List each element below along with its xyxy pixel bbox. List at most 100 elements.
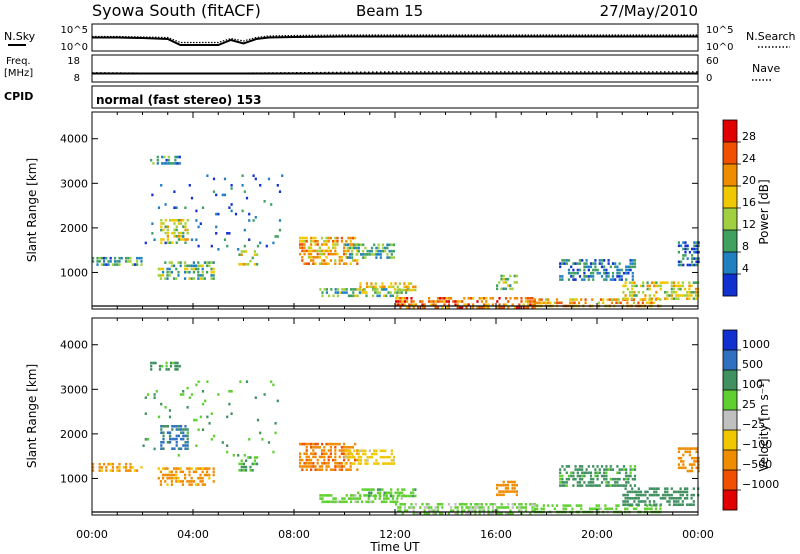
data-cell [622,291,625,294]
time-axis-labels: 00:00 04:00 08:00 12:00 16:00 20:00 00:00 [76,528,714,541]
data-cell [624,503,627,506]
data-cell [668,294,671,297]
data-cell [646,284,649,288]
data-cell [428,506,431,509]
data-cell [578,259,582,262]
data-cell [498,512,501,516]
data-cell [381,455,385,459]
data-cell [392,256,396,259]
data-cell [357,243,360,247]
data-cell [502,281,505,284]
data-cell [509,490,512,493]
data-cell [150,368,153,371]
data-cell [655,503,658,506]
data-cell [249,465,252,469]
data-cell [589,481,593,484]
data-cell [511,303,514,306]
data-cell [496,512,499,516]
data-cell [505,303,508,306]
data-cell [574,465,577,468]
data-cell [303,465,306,468]
data-cell [351,246,354,250]
data-cell [276,399,279,403]
data-cell [210,261,213,264]
data-cell [515,483,518,487]
data-cell [559,275,562,278]
colorbar-segment [723,330,737,351]
data-cell [327,449,330,452]
data-cell [177,274,180,277]
data-cell [157,274,160,277]
data-cell [414,288,417,292]
data-cell [343,500,346,504]
data-cell [252,219,255,222]
data-cell [439,503,442,506]
data-cell [367,497,370,500]
data-cell [190,476,193,480]
data-cell [226,450,229,454]
data-cell [513,503,516,506]
data-cell [400,497,403,500]
data-cell [162,238,165,241]
data-cell [354,500,357,504]
data-cell [390,282,393,285]
data-cell [629,465,632,468]
data-cell [572,271,575,275]
data-cell [396,294,399,298]
data-cell [370,253,374,256]
data-cell [565,471,568,475]
data-cell [159,277,162,280]
data-cell [491,503,494,506]
data-cell [465,303,468,306]
data-cell [345,249,348,253]
data-cell [105,469,108,472]
data-cell [474,506,477,509]
data-cell [351,253,354,256]
data-cell [485,303,488,306]
data-cell [186,228,189,232]
data-cell [237,454,240,457]
data-cell [193,418,196,422]
data-cell [496,300,499,303]
data-cell [680,244,683,248]
data-cell [389,291,392,294]
data-cell [179,480,182,483]
data-cell [164,277,167,280]
data-cell [259,241,262,245]
data-cell [343,465,346,468]
data-cell [648,287,651,291]
data-cell [199,415,202,419]
data-cell [693,460,696,463]
colorbar-segment [723,470,737,491]
data-cell [251,462,254,466]
data-cell [348,246,352,250]
data-cell [578,275,582,278]
data-cell [513,274,516,278]
data-cell [321,259,324,262]
data-cell [238,469,241,472]
data-cell [206,470,209,474]
data-cell [272,241,275,245]
data-cell [195,264,198,268]
data-cell [299,240,302,243]
data-cell [566,504,570,507]
data-cell [368,455,371,459]
data-cell [159,274,162,277]
data-cell [334,442,337,446]
data-cell [379,494,382,498]
data-cell [496,284,499,287]
data-cell [697,241,700,244]
data-cell [505,512,508,516]
data-cell [272,450,275,454]
data-cell [156,155,159,159]
data-cell [307,252,310,256]
data-cell [162,473,165,477]
data-cell [184,225,187,228]
data-cell [531,503,534,506]
data-cell [570,265,573,269]
data-cell [173,222,176,225]
ytick-label: 2000 [60,428,88,441]
data-cell [529,303,532,306]
data-cell [210,244,213,248]
data-cell [527,303,530,306]
